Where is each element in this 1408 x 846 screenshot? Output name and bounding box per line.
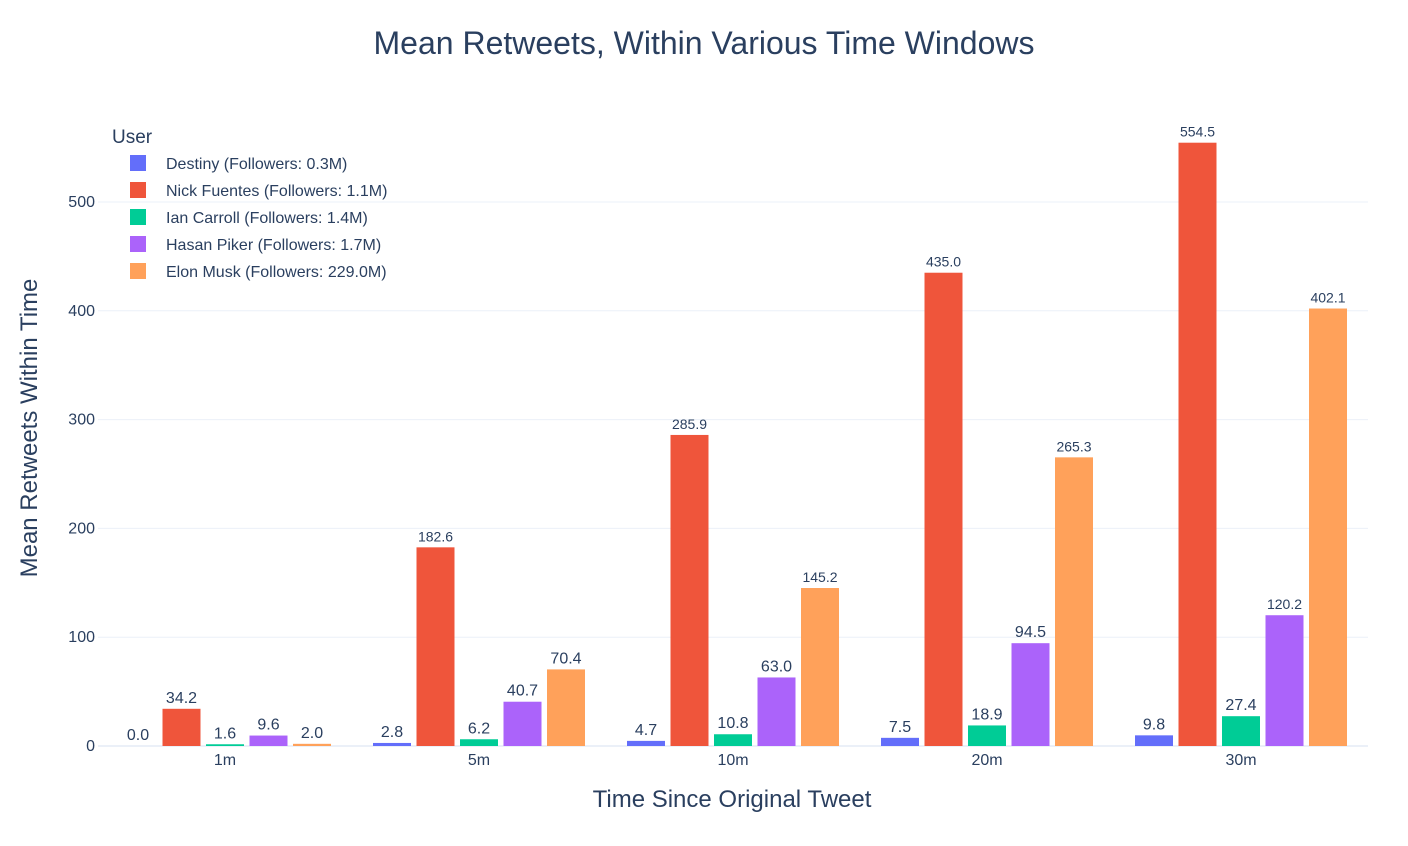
y-tick-label: 200	[68, 520, 95, 537]
bar	[801, 588, 839, 746]
legend-swatch	[130, 263, 146, 279]
bar	[206, 744, 244, 746]
data-label: 435.0	[926, 254, 961, 270]
data-label: 70.4	[550, 650, 581, 667]
data-label: 9.6	[257, 717, 279, 734]
bar	[249, 735, 288, 746]
chart-title: Mean Retweets, Within Various Time Windo…	[374, 25, 1035, 61]
legend-swatch	[130, 155, 146, 171]
y-tick-label: 300	[68, 412, 95, 429]
y-tick-label: 0	[86, 738, 95, 755]
y-tick-label: 100	[68, 629, 95, 646]
gridlines	[98, 201, 1368, 747]
data-label: 120.2	[1267, 596, 1302, 612]
bar	[547, 669, 585, 746]
data-label: 94.5	[1015, 624, 1046, 641]
x-tick-label: 30m	[1225, 752, 1256, 769]
data-label: 7.5	[889, 719, 911, 736]
data-label: 6.2	[468, 720, 490, 737]
x-axis-ticks: 1m 5m 10m 20m 30m	[214, 752, 1257, 769]
y-tick-label: 500	[68, 194, 95, 211]
x-tick-label: 10m	[717, 752, 748, 769]
data-label: 18.9	[971, 706, 1002, 723]
data-label: 10.8	[717, 715, 748, 732]
legend-item-label: Nick Fuentes (Followers: 1.1M)	[166, 183, 387, 200]
y-tick-label: 400	[68, 303, 95, 320]
legend-item-label: Hasan Piker (Followers: 1.7M)	[166, 237, 381, 254]
data-label: 145.2	[802, 569, 837, 585]
legend-swatch	[130, 182, 146, 198]
data-label: 554.5	[1180, 124, 1215, 140]
x-axis-title: Time Since Original Tweet	[593, 786, 872, 813]
bars	[162, 142, 1347, 747]
bar	[1178, 142, 1217, 747]
data-label: 2.8	[381, 724, 403, 741]
data-labels: 0.0 34.2 1.6 9.6 2.0 2.8 182.6 6.2 40.7 70.4 4.7 28…	[127, 124, 1346, 744]
data-label: 0.0	[127, 727, 149, 744]
bar	[1055, 457, 1093, 746]
bar	[1309, 308, 1347, 746]
data-label: 285.9	[672, 416, 707, 432]
bar	[881, 737, 919, 746]
legend-item-label: Elon Musk (Followers: 229.0M)	[166, 264, 387, 281]
y-axis-ticks: 0 100 200 300 400 500	[68, 194, 95, 755]
x-tick-label: 5m	[468, 752, 490, 769]
legend-item-label: Ian Carroll (Followers: 1.4M)	[166, 210, 368, 227]
bar	[757, 677, 796, 746]
bar	[670, 434, 709, 746]
data-label: 40.7	[507, 683, 538, 700]
bar	[1011, 643, 1050, 746]
legend-item-label: Destiny (Followers: 0.3M)	[166, 156, 347, 173]
bar	[1265, 615, 1304, 746]
bar	[162, 708, 201, 746]
data-label: 402.1	[1310, 290, 1345, 306]
bar	[627, 740, 665, 746]
legend-swatch	[130, 236, 146, 252]
bar	[293, 743, 331, 746]
data-label: 63.0	[761, 658, 792, 675]
data-label: 4.7	[635, 722, 657, 739]
bar	[714, 734, 752, 746]
bar	[968, 725, 1006, 746]
data-label: 9.8	[1143, 716, 1165, 733]
bar	[460, 739, 498, 746]
y-axis-title: Mean Retweets Within Time	[16, 279, 43, 578]
data-label: 182.6	[418, 528, 453, 544]
legend-swatch	[130, 209, 146, 225]
data-label: 27.4	[1225, 697, 1256, 714]
data-label: 1.6	[214, 725, 236, 742]
x-tick-label: 1m	[214, 752, 236, 769]
legend-title: User	[112, 127, 153, 148]
bar	[503, 701, 542, 746]
bar	[1222, 716, 1260, 746]
bar	[373, 742, 411, 746]
bar	[1135, 735, 1173, 746]
bar	[924, 272, 963, 746]
data-label: 2.0	[301, 725, 323, 742]
data-label: 265.3	[1056, 438, 1091, 454]
data-label: 34.2	[166, 690, 197, 707]
x-tick-label: 20m	[971, 752, 1002, 769]
legend: User Destiny (Followers: 0.3M) Nick Fuent…	[112, 127, 387, 281]
bar	[416, 547, 455, 746]
